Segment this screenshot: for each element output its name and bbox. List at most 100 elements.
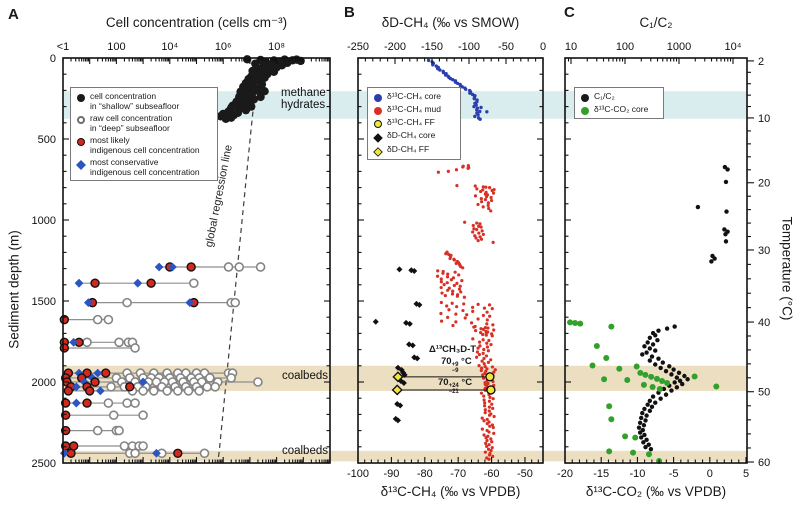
legend-item-d13c-mud: δ¹³C-CH₄ mud [373, 104, 455, 115]
legend-item-label: δ¹³C-CH₄ FF [387, 117, 435, 127]
black-diamond-icon [373, 133, 383, 143]
black-circle-icon [77, 94, 85, 102]
svg-text:2500: 2500 [32, 458, 56, 470]
legend-item-dd-core: δD-CH₄ core [373, 130, 455, 143]
panel-letter-b: B [344, 4, 355, 21]
blue-diamond-icon [76, 160, 86, 171]
legend-item-label: cell concentration in “shallow” subseaflo… [90, 91, 180, 111]
svg-text:10⁴: 10⁴ [161, 41, 178, 53]
svg-text:50: 50 [758, 387, 770, 399]
legend-panel-b: δ¹³C-CH₄ core δ¹³C-CH₄ mud δ¹³C-CH₄ FF δ… [367, 87, 461, 160]
svg-text:100: 100 [616, 41, 634, 53]
svg-text:-5: -5 [669, 468, 679, 480]
legend-item-label: raw cell concentration in “deep” subseafl… [90, 113, 173, 133]
legend-item-label: most conservative indigenous cell concent… [90, 157, 200, 177]
annotation-temp-1: 70 +9 −9 °C [441, 356, 472, 374]
legend-item-label: C₁/C₂ [594, 91, 615, 101]
series-d13c-ch4-mud [435, 163, 497, 461]
yellow-circle-icon [374, 120, 382, 128]
label-methane-line2: hydrates [281, 98, 326, 111]
legend-item-d13c-core: δ¹³C-CH₄ core [373, 91, 455, 102]
svg-text:10: 10 [565, 41, 577, 53]
svg-text:<1: <1 [57, 41, 70, 53]
yellow-diamond-icon [373, 147, 383, 157]
axis-title-temperature: Temperature (°C) [779, 216, 795, 321]
svg-text:1500: 1500 [32, 296, 56, 308]
series-ff-samples [391, 371, 496, 396]
axes [62, 57, 754, 464]
svg-text:0: 0 [540, 41, 546, 53]
svg-text:1000: 1000 [667, 41, 691, 53]
axis-title-d13c-co2: δ¹³C-CO₂ (‰ vs VPDB) [585, 484, 727, 499]
svg-text:-80: -80 [417, 468, 433, 480]
axis-title-c1c2: C₁/C₂ [639, 15, 673, 30]
annotation-clumped-isotope-title: Δ¹³CH₃D-T [429, 344, 477, 355]
series-deep-cell-rows [59, 262, 266, 459]
legend-item-d13c-co2: δ¹³C-CO₂ core [580, 104, 658, 115]
svg-text:2000: 2000 [32, 377, 56, 389]
legend-item-dd-ff: δD-CH₄ FF [373, 144, 455, 157]
ff-sample-links [397, 376, 491, 391]
svg-text:10⁶: 10⁶ [215, 41, 232, 53]
legend-item-label: δ¹³C-CH₄ core [387, 91, 442, 101]
svg-text:40: 40 [758, 317, 770, 329]
svg-text:0: 0 [707, 468, 713, 480]
axis-title-cell-concentration: Cell concentration (cells cm⁻³) [105, 15, 288, 30]
svg-text:60: 60 [758, 457, 770, 469]
series-dd-ch4-core [372, 266, 423, 424]
black-circle-icon [581, 94, 589, 102]
legend-item-label: δD-CH₄ FF [387, 144, 430, 154]
svg-text:-10: -10 [629, 468, 645, 480]
legend-panel-a: cell concentration in “shallow” subseaflo… [70, 87, 218, 182]
legend-item-label: δD-CH₄ core [387, 130, 436, 140]
label-coalbeds-lower: coalbeds [281, 445, 328, 457]
series-d13c-ch4-core [426, 58, 489, 121]
legend-item-label: most likely indigenous cell concentration [90, 135, 200, 155]
svg-text:-15: -15 [593, 468, 609, 480]
blue-circle-icon [374, 94, 382, 102]
axis-title-sediment-depth: Sediment depth (m) [6, 230, 22, 349]
legend-item-shallow-cells: cell concentration in “shallow” subseaflo… [76, 91, 212, 111]
svg-text:20: 20 [758, 178, 770, 190]
legend-item-most-likely: most likely indigenous cell concentration [76, 135, 212, 155]
series-c1c2 [636, 164, 730, 452]
panel-letter-a: A [8, 6, 19, 23]
svg-text:-90: -90 [383, 468, 399, 480]
axis-title-d13c-ch4: δ¹³C-CH₄ (‰ vs VPDB) [380, 484, 521, 499]
axis-title-dd-ch4: δD-CH₄ (‰ vs SMOW) [381, 15, 520, 30]
legend-item-label: δ¹³C-CO₂ core [594, 104, 649, 114]
green-circle-icon [581, 107, 589, 115]
global-regression-line [217, 57, 260, 462]
label-coalbeds-upper: coalbeds [281, 370, 328, 382]
panel-letter-c: C [564, 4, 575, 21]
legend-item-c1c2: C₁/C₂ [580, 91, 658, 102]
svg-text:-100: -100 [347, 468, 369, 480]
svg-text:-50: -50 [498, 41, 514, 53]
svg-text:-20: -20 [557, 468, 573, 480]
label-methane-hydrates: methane hydrates [281, 87, 326, 111]
svg-text:-100: -100 [458, 41, 480, 53]
svg-text:10: 10 [758, 113, 770, 125]
svg-text:-50: -50 [517, 468, 533, 480]
series-d13c-co2-core [567, 319, 720, 465]
svg-text:-200: -200 [384, 41, 406, 53]
svg-text:-250: -250 [347, 41, 369, 53]
red-circle-icon [374, 107, 382, 115]
label-methane-line1: methane [281, 87, 326, 99]
svg-text:5: 5 [743, 468, 749, 480]
svg-text:-150: -150 [421, 41, 443, 53]
band-coalbeds-lower [63, 450, 747, 462]
annotation-temp-2: 70 +24 −21 °C [438, 377, 473, 395]
red-circle-icon [77, 138, 85, 147]
legend-panel-c: C₁/C₂ δ¹³C-CO₂ core [574, 87, 664, 119]
svg-text:2: 2 [758, 56, 764, 68]
svg-text:0: 0 [50, 53, 56, 65]
legend-item-label: δ¹³C-CH₄ mud [387, 104, 442, 114]
svg-text:-60: -60 [484, 468, 500, 480]
svg-text:500: 500 [38, 134, 56, 146]
svg-text:100: 100 [107, 41, 125, 53]
svg-text:-70: -70 [450, 468, 466, 480]
svg-text:30: 30 [758, 245, 770, 257]
